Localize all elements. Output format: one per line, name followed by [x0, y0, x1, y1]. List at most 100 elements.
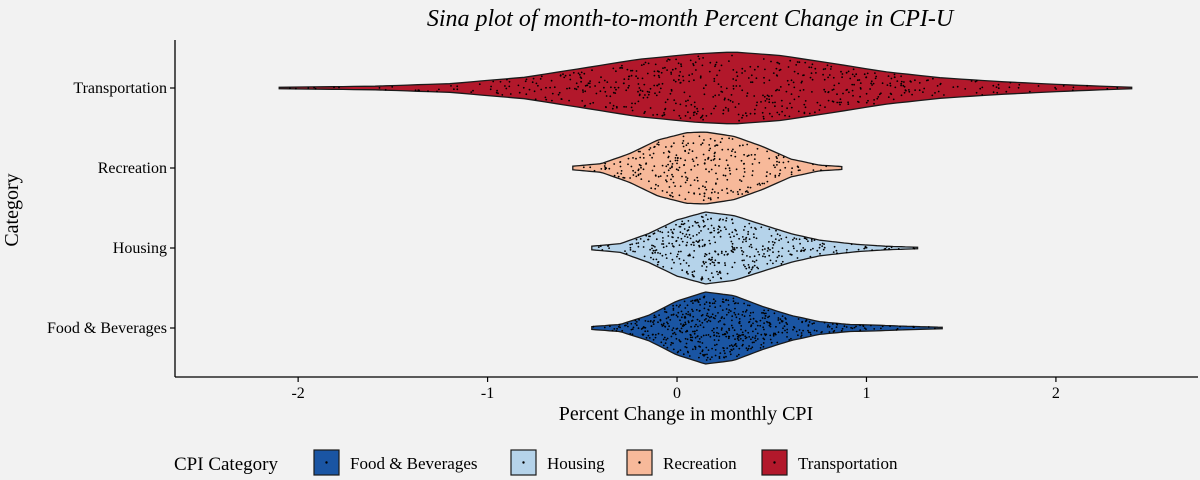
- data-point: [692, 315, 695, 318]
- data-point: [795, 330, 798, 333]
- data-point: [722, 347, 724, 349]
- data-point: [768, 157, 771, 160]
- data-point: [629, 249, 632, 251]
- data-point: [701, 276, 703, 279]
- data-point: [671, 242, 674, 245]
- data-point: [676, 255, 678, 258]
- data-point: [711, 256, 713, 259]
- data-point: [683, 164, 685, 167]
- data-point: [663, 336, 666, 339]
- data-point: [760, 343, 763, 346]
- data-point: [713, 334, 715, 337]
- data-point: [701, 342, 704, 344]
- data-point: [730, 348, 733, 351]
- data-point: [813, 239, 816, 242]
- data-point: [717, 228, 719, 231]
- data-point: [685, 105, 687, 107]
- data-point: [711, 261, 714, 263]
- data-point: [750, 338, 752, 341]
- data-point: [707, 278, 710, 280]
- data-point: [679, 117, 682, 119]
- data-point: [886, 84, 889, 86]
- data-point: [763, 76, 765, 79]
- data-point: [624, 324, 626, 327]
- data-point: [742, 310, 744, 313]
- data-point: [756, 321, 758, 323]
- data-point: [745, 114, 748, 117]
- data-point: [747, 154, 750, 157]
- data-point: [772, 72, 775, 74]
- data-point: [765, 333, 768, 336]
- data-point: [742, 114, 744, 117]
- data-point: [778, 113, 781, 116]
- data-point: [713, 339, 716, 341]
- data-point: [697, 55, 700, 58]
- data-point: [721, 91, 724, 93]
- data-point: [667, 231, 670, 234]
- data-point: [729, 236, 732, 239]
- data-point: [677, 62, 680, 65]
- data-point: [903, 91, 906, 94]
- data-point: [738, 119, 740, 122]
- data-point: [796, 165, 799, 168]
- data-point: [865, 246, 868, 249]
- data-point: [689, 313, 691, 315]
- data-point: [699, 75, 702, 78]
- data-point: [665, 245, 668, 248]
- data-point: [685, 176, 687, 178]
- data-point: [870, 82, 872, 85]
- data-point: [719, 319, 721, 322]
- data-point: [851, 73, 854, 76]
- data-point: [736, 335, 739, 338]
- data-point: [780, 238, 783, 240]
- data-point: [679, 157, 682, 160]
- data-point: [657, 261, 659, 264]
- data-point: [900, 75, 902, 78]
- data-point: [798, 61, 801, 64]
- data-point: [654, 336, 657, 339]
- data-point: [755, 237, 758, 240]
- data-point: [764, 248, 766, 250]
- data-point: [744, 329, 747, 332]
- data-point: [768, 101, 771, 104]
- data-point: [581, 100, 584, 102]
- data-point: [894, 86, 897, 89]
- data-point: [619, 165, 622, 168]
- data-point: [748, 222, 751, 225]
- data-point: [827, 324, 829, 326]
- data-point: [637, 327, 640, 330]
- data-point: [667, 58, 670, 61]
- data-point: [682, 79, 685, 82]
- data-point: [776, 61, 779, 64]
- data-point: [790, 79, 793, 82]
- data-point: [809, 76, 812, 79]
- data-point: [630, 165, 633, 168]
- data-point: [713, 157, 716, 160]
- data-point: [766, 171, 768, 174]
- data-point: [606, 81, 609, 83]
- data-point: [621, 64, 623, 67]
- data-point: [809, 333, 812, 336]
- data-point: [781, 320, 783, 323]
- data-point: [679, 231, 682, 234]
- data-point: [777, 331, 780, 334]
- data-point: [746, 143, 749, 146]
- data-point: [793, 86, 796, 89]
- data-point: [748, 266, 751, 269]
- data-point: [821, 245, 824, 248]
- data-point: [796, 257, 799, 259]
- data-point: [652, 321, 654, 323]
- data-point: [743, 171, 746, 173]
- data-point: [756, 338, 759, 340]
- data-point: [880, 92, 882, 95]
- data-point: [698, 232, 700, 234]
- data-point: [680, 310, 683, 313]
- data-point: [843, 325, 846, 328]
- data-point: [621, 67, 624, 69]
- data-point: [732, 345, 734, 348]
- data-point: [692, 256, 695, 259]
- data-point: [723, 349, 725, 352]
- data-point: [833, 245, 836, 248]
- data-point: [733, 329, 736, 332]
